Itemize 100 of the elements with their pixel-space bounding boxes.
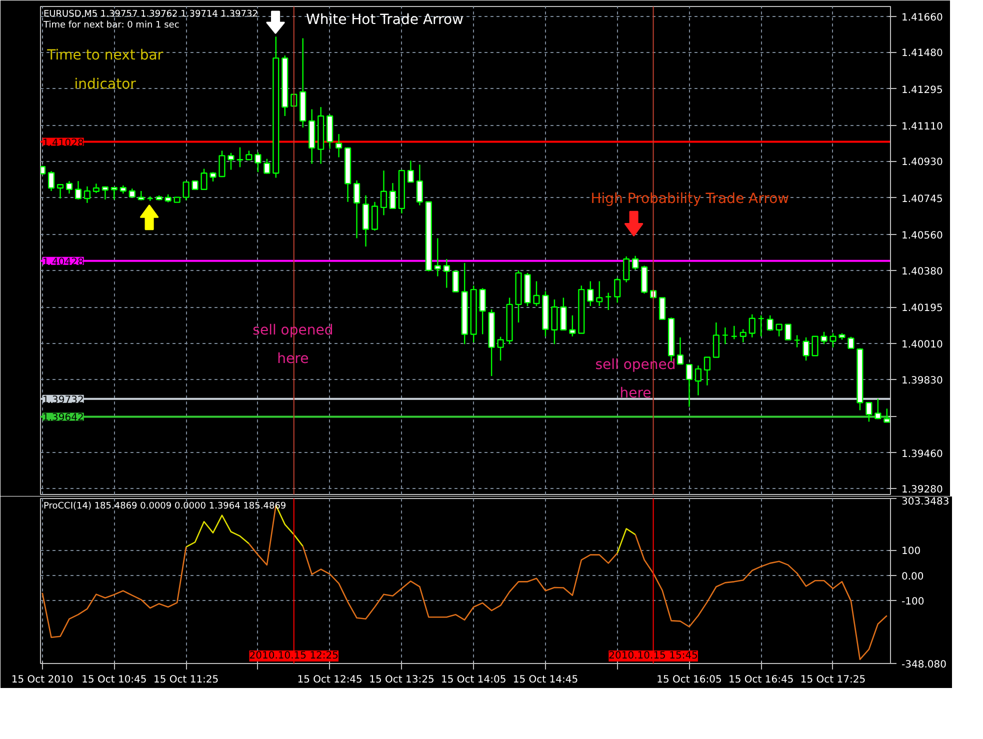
candlestick [246,150,252,160]
x-tick-label: 15 Oct 16:05 [656,674,722,686]
candlestick [776,324,782,337]
candlestick [434,238,441,277]
y-tick-label: 100 [902,546,921,558]
candlestick [569,314,576,337]
candlestick [210,172,216,182]
candlestick [380,170,388,216]
candlestick [766,314,774,332]
candlestick [658,297,666,320]
candlestick [623,256,630,283]
candlestick [182,180,190,201]
candlestick [740,328,746,343]
y-tick-label: 1.39460 [902,448,943,460]
candlestick [758,314,764,337]
candlestick [784,324,792,340]
x-tick-label: 15 Oct 12:45 [297,674,362,686]
candlestick [92,183,100,194]
candlestick [102,186,108,200]
y-tick-label: 0.00 [902,571,924,582]
candlestick [614,277,621,304]
ref-line-label: 1.39642 [42,412,84,424]
candlestick [722,326,728,345]
candlestick [236,146,244,168]
y-tick-label: 1.41110 [902,122,943,133]
candlestick [605,292,612,311]
candlestick [74,180,82,200]
candlestick [389,182,396,210]
x-tick-label: 15 Oct 10:45 [82,674,147,686]
candlestick [336,133,342,158]
candlestick [497,336,504,362]
candlestick [56,184,64,200]
y-tick-label: 1.41295 [902,84,943,96]
candlestick [138,190,144,201]
candlestick [587,280,594,307]
y-tick-label: 1.40745 [902,194,943,205]
candlestick [110,186,118,200]
annotation: White Hot Trade Arrow [306,12,464,28]
y-tick-label: 1.40195 [902,303,943,314]
candlestick [479,288,486,335]
y-tick-label: -100 [902,596,924,608]
x-tick-label: 15 Oct 17:25 [800,674,866,686]
x-tick-label: 15 Oct 14:05 [440,674,506,686]
x-tick-label: 15 Oct 14:45 [512,674,578,686]
ref-line-label: 1.40428 [42,256,84,268]
candlestick [694,364,702,396]
y-tick-label: 1.39280 [902,484,943,496]
candlestick [560,297,567,330]
candlestick [452,270,459,292]
candlestick [218,150,226,178]
chart-title: EURUSD,M5 1.39757 1.39762 1.39714 1.39732 [44,10,258,20]
y-tick-label: 1.39830 [902,375,943,386]
y-tick-label: 1.40560 [902,230,943,242]
y-tick-label: 1.40380 [902,266,943,278]
y-tick-label: 1.41480 [902,48,943,60]
text: Time for next bar: 0 min 1 sec [42,20,180,30]
candlestick [443,258,450,288]
ref-line-label: 2010.10.15 15:45 [608,650,698,662]
y-tick-label: 303.3483 [902,496,950,508]
candlestick [686,364,693,408]
ref-line-label: 1.41028 [42,138,84,149]
x-tick-label: 15 Oct 13:25 [369,674,434,686]
candlestick [866,402,872,422]
candlestick [848,336,854,349]
candlestick [730,325,738,340]
candlestick [712,322,720,358]
candlestick [794,334,800,348]
x-tick-label: 15 Oct 2010 [11,674,74,686]
candlestick [676,336,684,365]
ref-line-label: 1.39732 [42,394,84,406]
y-tick-label: 1.40010 [902,340,943,351]
candlestick [830,332,836,348]
candlestick [820,331,828,345]
candlestick [254,152,262,173]
candlestick [66,180,73,194]
candlestick [748,314,756,338]
y-tick-label: 1.41660 [902,12,943,24]
candlestick [802,336,810,362]
candlestick [416,164,423,206]
ref-line-label: 2010.10.15 12:25 [249,650,339,662]
candlestick [407,160,414,183]
candlestick [884,408,890,423]
candlestick [353,180,360,239]
candlestick [264,158,270,174]
candlestick [533,280,540,307]
candlestick [812,336,818,356]
candlestick [632,255,639,270]
candlestick [874,398,882,420]
x-tick-label: 15 Oct 11:25 [153,674,219,686]
y-tick-label: -348.080 [902,660,946,670]
candlestick [596,280,603,307]
candlestick [84,186,91,204]
y-tick-label: 1.40930 [902,157,943,168]
candlestick [48,170,55,192]
candlestick [704,356,710,386]
candlestick [228,152,234,170]
candlestick [371,201,378,232]
annotation: Time to next bar indicator [46,48,164,92]
candlestick [200,168,208,190]
candlestick [551,298,558,345]
